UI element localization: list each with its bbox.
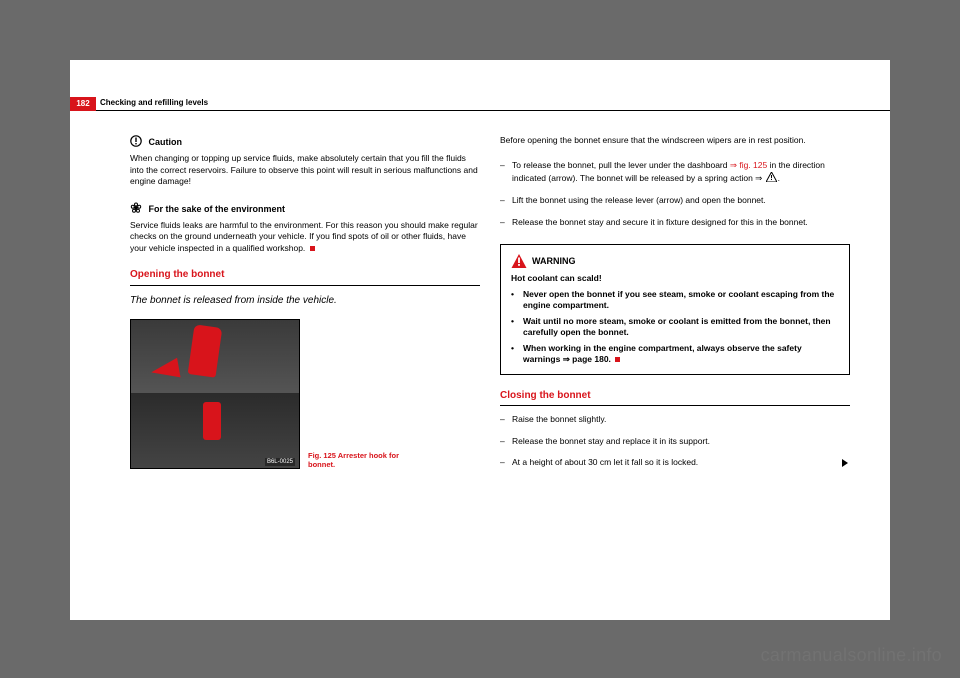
step-1-text: To release the bonnet, pull the lever un… xyxy=(512,160,850,185)
warning-bullet-2: • Wait until no more steam, smoke or coo… xyxy=(511,316,839,339)
close-step-1: – Raise the bonnet slightly. xyxy=(500,414,850,425)
warning-bullet-3: • When working in the engine compartment… xyxy=(511,343,839,366)
divider xyxy=(500,405,850,406)
step-3-text: Release the bonnet stay and secure it in… xyxy=(512,217,808,228)
arrester-hook-graphic xyxy=(203,402,221,440)
caution-text: When changing or topping up service flui… xyxy=(130,153,480,187)
bullet-icon: • xyxy=(511,289,523,312)
figure-row: B6L-0025 Fig. 125 Arrester hook for bonn… xyxy=(130,319,480,469)
arrow-graphic xyxy=(149,358,180,383)
bullet-icon: • xyxy=(511,343,523,366)
flower-icon xyxy=(130,202,142,217)
warning-triangle-icon xyxy=(511,253,527,269)
caution-label: Caution xyxy=(149,137,183,147)
intro-text: Before opening the bonnet ensure that th… xyxy=(500,135,850,146)
figure-code: B6L-0025 xyxy=(265,458,295,466)
watermark-text: carmanualsonline.info xyxy=(761,645,942,666)
warning-subhead: Hot coolant can scald! xyxy=(511,273,839,284)
warning-label: WARNING xyxy=(532,255,576,267)
header-rule xyxy=(70,110,890,111)
environment-label: For the sake of the environment xyxy=(149,204,286,214)
warning-bullet-1: • Never open the bonnet if you see steam… xyxy=(511,289,839,312)
end-marker-icon xyxy=(310,246,315,251)
dash-icon: – xyxy=(500,195,512,206)
left-column: Caution When changing or topping up serv… xyxy=(130,135,480,483)
divider xyxy=(130,285,480,286)
figure-caption: Fig. 125 Arrester hook for bonnet. xyxy=(308,451,408,469)
opening-bonnet-lead: The bonnet is released from inside the v… xyxy=(130,294,480,308)
continue-arrow-icon xyxy=(842,459,848,467)
figure-bottom-panel xyxy=(131,393,299,468)
end-marker-icon xyxy=(615,357,620,362)
dash-icon: – xyxy=(500,414,512,425)
right-column: Before opening the bonnet ensure that th… xyxy=(500,135,850,483)
environment-heading: For the sake of the environment xyxy=(130,202,480,217)
dash-icon: – xyxy=(500,217,512,228)
step-2: – Lift the bonnet using the release leve… xyxy=(500,195,850,206)
chapter-title: Checking and refilling levels xyxy=(100,98,208,107)
caution-icon xyxy=(130,135,142,150)
dash-icon: – xyxy=(500,436,512,447)
step-1: – To release the bonnet, pull the lever … xyxy=(500,160,850,185)
step-3: – Release the bonnet stay and secure it … xyxy=(500,217,850,228)
caution-heading: Caution xyxy=(130,135,480,150)
caution-block: Caution When changing or topping up serv… xyxy=(130,135,480,188)
manual-page: 182 Checking and refilling levels Cautio… xyxy=(70,60,890,620)
warning-triangle-icon xyxy=(766,172,777,185)
step-2-text: Lift the bonnet using the release lever … xyxy=(512,195,766,206)
environment-block: For the sake of the environment Service … xyxy=(130,202,480,255)
closing-bonnet-title: Closing the bonnet xyxy=(500,389,850,403)
closing-bonnet-block: Closing the bonnet – Raise the bonnet sl… xyxy=(500,389,850,469)
warning-box: WARNING Hot coolant can scald! • Never o… xyxy=(500,244,850,374)
opening-bonnet-block: Opening the bonnet The bonnet is release… xyxy=(130,268,480,469)
warning-bullet-3-text: When working in the engine compartment, … xyxy=(523,343,839,366)
page-number-badge: 182 xyxy=(70,97,96,111)
dash-icon: – xyxy=(500,160,512,185)
environment-text: Service fluids leaks are harmful to the … xyxy=(130,220,480,254)
warning-heading: WARNING xyxy=(511,253,839,269)
figure-top-panel xyxy=(131,320,299,395)
bullet-icon: • xyxy=(511,316,523,339)
figure-image: B6L-0025 xyxy=(130,319,300,469)
fig-ref-link: ⇒ fig. 125 xyxy=(730,160,767,170)
bonnet-lever-graphic xyxy=(188,324,223,377)
close-step-2: – Release the bonnet stay and replace it… xyxy=(500,436,850,447)
opening-bonnet-title: Opening the bonnet xyxy=(130,268,480,282)
dash-icon: – xyxy=(500,457,512,468)
close-step-3: – At a height of about 30 cm let it fall… xyxy=(500,457,850,468)
